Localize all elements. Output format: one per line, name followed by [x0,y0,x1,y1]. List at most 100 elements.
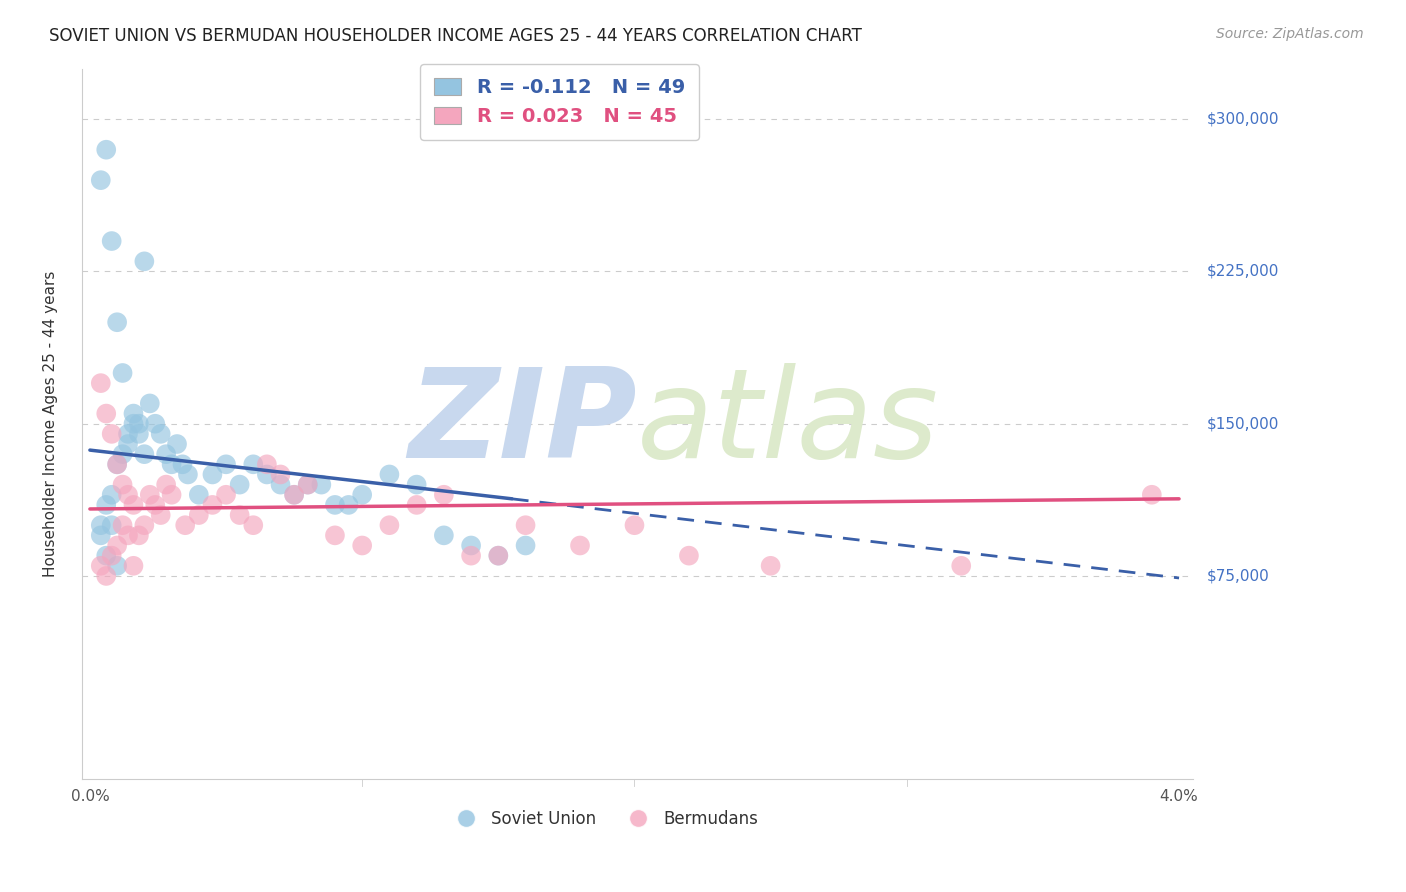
Point [100,518,122,533]
Point [90,173,112,187]
Point [486,549,509,563]
Text: $300,000: $300,000 [1206,112,1279,127]
Point [323,498,346,512]
Point [122,407,145,421]
Point [96,498,118,512]
Point [160,488,183,502]
Point [201,467,224,482]
Point [111,366,134,380]
Point [90,558,112,573]
Point [96,407,118,421]
Point [311,477,333,491]
Point [283,488,305,502]
Point [166,437,188,451]
Point [172,458,194,472]
Point [117,528,139,542]
Legend: Soviet Union, Bermudans: Soviet Union, Bermudans [443,803,765,835]
Point [283,488,305,502]
Point [100,234,122,248]
Point [352,488,374,502]
Point [117,426,139,441]
Point [143,417,166,431]
Point [297,477,319,491]
Point [187,488,209,502]
Point [460,539,482,553]
Point [96,569,118,583]
Point [378,467,401,482]
Text: atlas: atlas [637,363,939,484]
Point [90,528,112,542]
Point [1140,488,1163,502]
Point [111,477,134,491]
Point [201,498,224,512]
Point [215,488,238,502]
Y-axis label: Householder Income Ages 25 - 44 years: Householder Income Ages 25 - 44 years [44,270,58,577]
Point [90,518,112,533]
Point [128,426,150,441]
Point [678,549,700,563]
Point [323,528,346,542]
Point [242,518,264,533]
Point [149,426,172,441]
Point [242,458,264,472]
Point [433,488,456,502]
Point [100,549,122,563]
Point [160,458,183,472]
Point [174,518,197,533]
Point [100,488,122,502]
Text: SOVIET UNION VS BERMUDAN HOUSEHOLDER INCOME AGES 25 - 44 YEARS CORRELATION CHART: SOVIET UNION VS BERMUDAN HOUSEHOLDER INC… [49,27,862,45]
Point [96,549,118,563]
Point [139,488,162,502]
Point [297,477,319,491]
Text: $75,000: $75,000 [1206,568,1270,583]
Text: ZIP: ZIP [409,363,637,484]
Point [177,467,200,482]
Point [111,518,134,533]
Point [100,426,122,441]
Point [111,447,134,461]
Point [460,549,482,563]
Point [134,518,156,533]
Point [515,539,537,553]
Point [433,528,456,542]
Point [256,458,278,472]
Point [569,539,592,553]
Point [143,498,166,512]
Point [405,477,427,491]
Point [128,528,150,542]
Point [105,315,128,329]
Point [950,558,973,573]
Point [378,518,401,533]
Point [228,477,250,491]
Point [352,539,374,553]
Point [122,498,145,512]
Point [117,437,139,451]
Point [105,458,128,472]
Point [270,467,292,482]
Point [405,498,427,512]
Point [486,549,509,563]
Point [134,447,156,461]
Text: $150,000: $150,000 [1206,417,1278,431]
Point [122,417,145,431]
Point [759,558,782,573]
Point [256,467,278,482]
Point [122,558,145,573]
Point [215,458,238,472]
Point [337,498,360,512]
Point [139,396,162,410]
Point [187,508,209,522]
Point [90,376,112,391]
Point [128,417,150,431]
Point [105,458,128,472]
Point [155,477,177,491]
Point [105,558,128,573]
Point [623,518,645,533]
Text: $225,000: $225,000 [1206,264,1278,279]
Point [96,143,118,157]
Point [149,508,172,522]
Point [228,508,250,522]
Text: Source: ZipAtlas.com: Source: ZipAtlas.com [1216,27,1364,41]
Point [105,539,128,553]
Point [270,477,292,491]
